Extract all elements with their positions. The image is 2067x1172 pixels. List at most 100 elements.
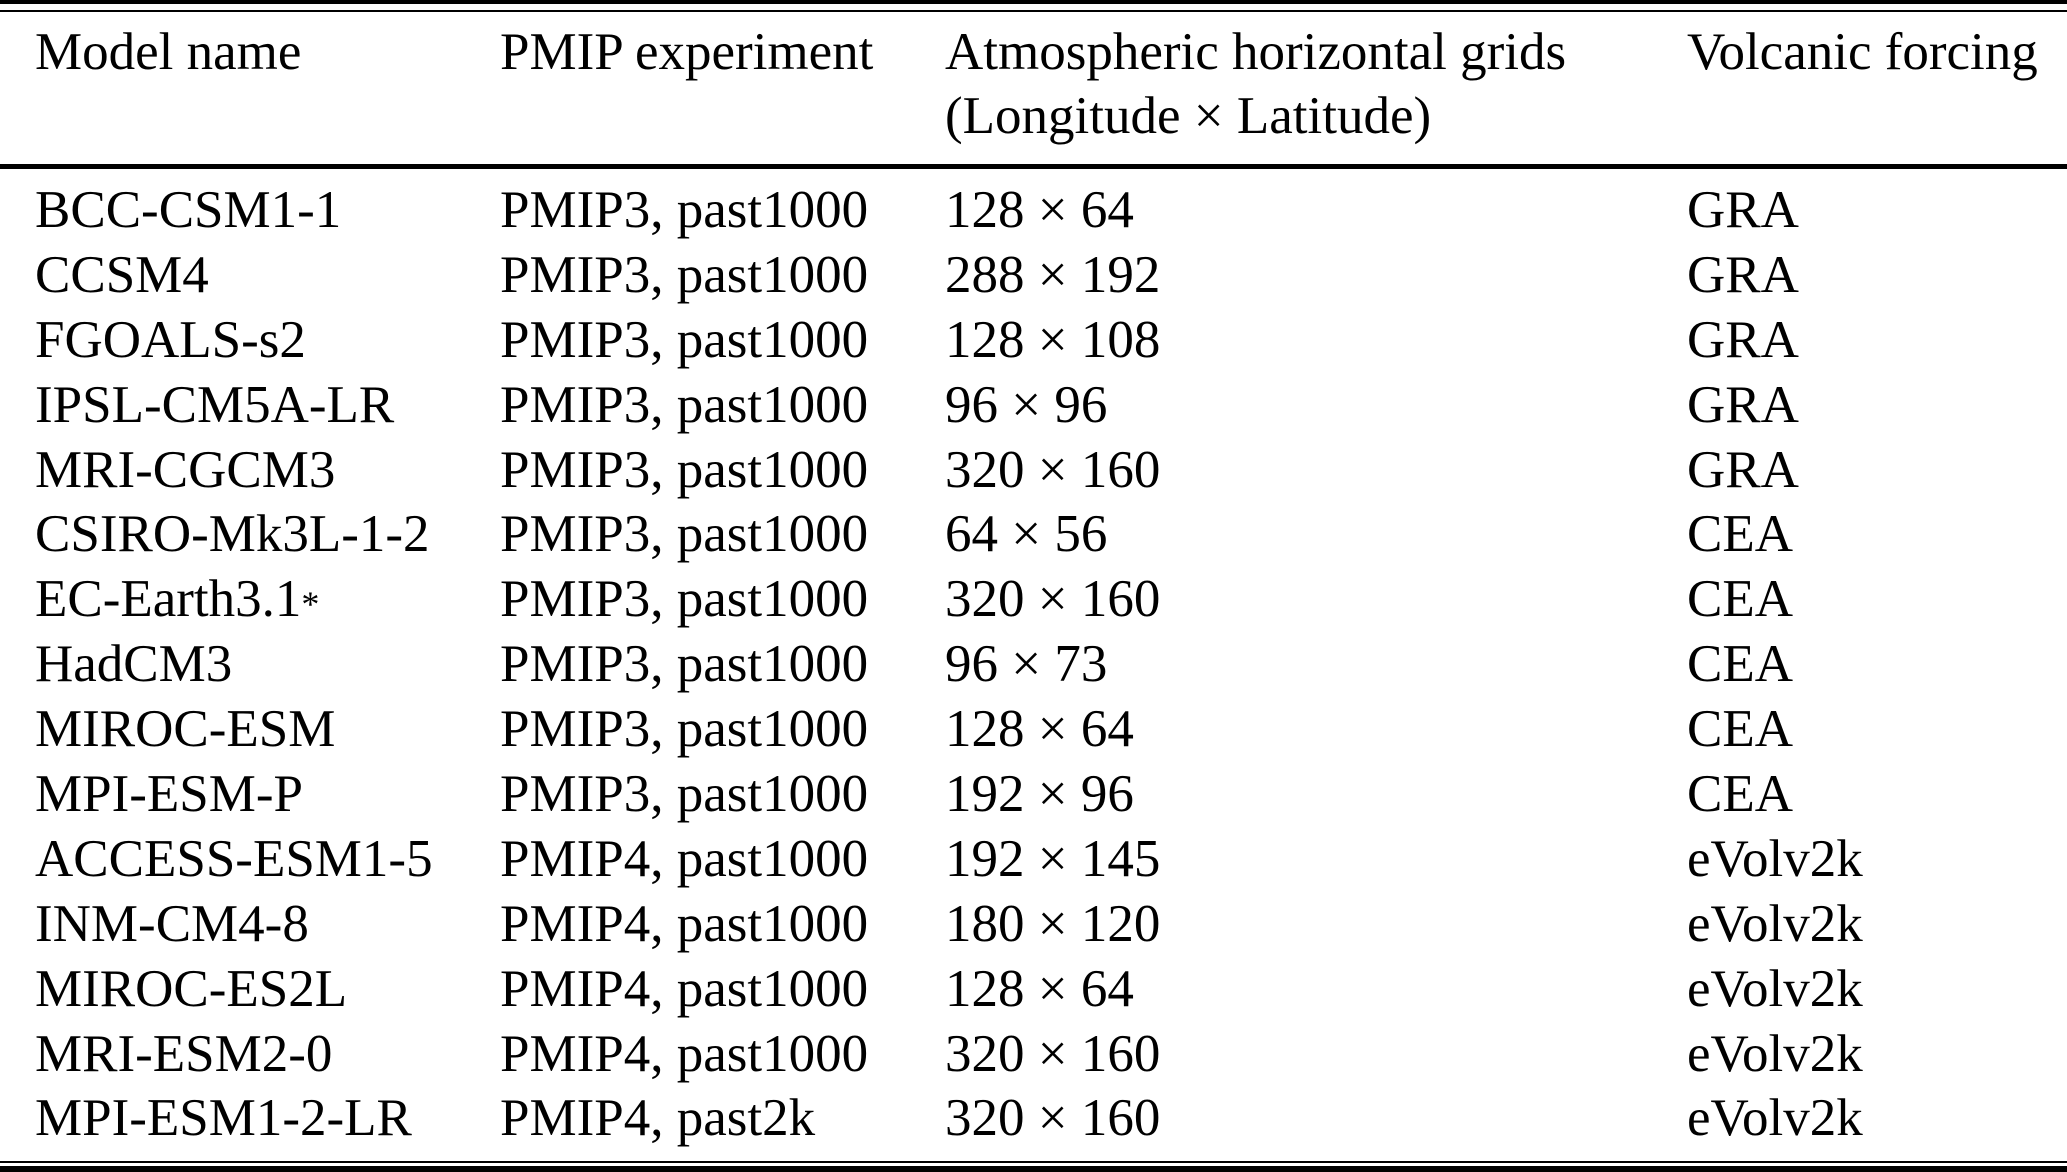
column-header-atmospheric-grids-line2: (Longitude × Latitude) (945, 87, 1432, 145)
pmip-experiment-cell: PMIP3, past1000 (500, 765, 869, 824)
grid-size-cell: 128 × 64 (945, 700, 1134, 759)
grid-size-cell: 64 × 56 (945, 505, 1108, 564)
model-name: MIROC-ESM (35, 700, 336, 759)
volcanic-forcing-cell: CEA (1687, 765, 1793, 824)
volcanic-forcing-cell: CEA (1687, 635, 1793, 694)
table-row: INM-CM4-8 PMIP4, past1000 180 × 120 eVol… (0, 892, 2067, 957)
model-name-footnote-marker: * (301, 584, 320, 625)
grid-size-cell: 128 × 64 (945, 181, 1134, 239)
model-name: CCSM4 (35, 245, 209, 304)
column-header-volcanic-forcing: Volcanic forcing (1687, 23, 2038, 81)
pmip-experiment-cell: PMIP4, past1000 (500, 1024, 869, 1083)
volcanic-forcing-cell: eVolv2k (1687, 829, 1863, 888)
model-name: ACCESS-ESM1-5 (35, 829, 433, 888)
table-row: HadCM3 PMIP3, past1000 96 × 73 CEA (0, 632, 2067, 697)
volcanic-forcing-cell: CEA (1687, 700, 1793, 759)
model-name-cell: FGOALS-s2 (0, 308, 500, 373)
grid-size-cell: 320 × 160 (945, 1089, 1161, 1148)
column-header-atmospheric-grids: Atmospheric horizontal grids (Longitude … (945, 20, 1687, 148)
table-row: IPSL-CM5A-LR PMIP3, past1000 96 × 96 GRA (0, 373, 2067, 438)
model-name: FGOALS-s2 (35, 310, 306, 369)
pmip-experiment-cell: PMIP3, past1000 (500, 440, 869, 499)
column-header-pmip-experiment: PMIP experiment (500, 23, 874, 81)
table-top-rule-thin (0, 10, 2067, 12)
table-row: MPI-ESM-P PMIP3, past1000 192 × 96 CEA (0, 762, 2067, 827)
grid-size-cell: 96 × 96 (945, 375, 1108, 434)
model-name-cell: MIROC-ES2L (0, 957, 500, 1022)
volcanic-forcing-cell: GRA (1687, 245, 1799, 304)
model-name: MPI-ESM-P (35, 765, 304, 824)
table-top-rule-thick (0, 0, 2067, 4)
volcanic-forcing-cell: GRA (1687, 310, 1799, 369)
model-name-cell: MPI-ESM-P (0, 762, 500, 827)
grid-size-cell: 192 × 145 (945, 829, 1161, 888)
model-name: EC-Earth3.1 (35, 570, 302, 629)
volcanic-forcing-cell: GRA (1687, 181, 1799, 239)
pmip-experiment-cell: PMIP4, past2k (500, 1089, 816, 1148)
pmip-experiment-cell: PMIP3, past1000 (500, 181, 869, 239)
table-header-row: Model name PMIP experiment Atmospheric h… (0, 10, 2067, 164)
volcanic-forcing-cell: eVolv2k (1687, 959, 1863, 1018)
grid-size-cell: 288 × 192 (945, 245, 1161, 304)
model-name-cell: MPI-ESM1-2-LR (0, 1086, 500, 1151)
model-name-cell: IPSL-CM5A-LR (0, 373, 500, 438)
model-name: MRI-ESM2-0 (35, 1024, 333, 1083)
pmip-experiment-cell: PMIP4, past1000 (500, 829, 869, 888)
pmip-experiment-cell: PMIP3, past1000 (500, 505, 869, 564)
model-name-cell: CCSM4 (0, 243, 500, 308)
table-row: CSIRO-Mk3L-1-2 PMIP3, past1000 64 × 56 C… (0, 502, 2067, 567)
table-row: BCC-CSM1-1 PMIP3, past1000 128 × 64 GRA (0, 178, 2067, 243)
model-name-cell: CSIRO-Mk3L-1-2 (0, 502, 500, 567)
table-row: MRI-ESM2-0 PMIP4, past1000 320 × 160 eVo… (0, 1022, 2067, 1087)
grid-size-cell: 320 × 160 (945, 570, 1161, 629)
table-bottom-rule-thin (0, 1161, 2067, 1163)
table-row: ACCESS-ESM1-5 PMIP4, past1000 192 × 145 … (0, 827, 2067, 892)
pmip-experiment-cell: PMIP3, past1000 (500, 375, 869, 434)
model-name-cell: MRI-CGCM3 (0, 438, 500, 503)
table-header-separator-rule (0, 164, 2067, 169)
column-header-atmospheric-grids-line1: Atmospheric horizontal grids (945, 23, 1567, 81)
table-row: CCSM4 PMIP3, past1000 288 × 192 GRA (0, 243, 2067, 308)
pmip-experiment-cell: PMIP3, past1000 (500, 310, 869, 369)
table-row: MIROC-ESM PMIP3, past1000 128 × 64 CEA (0, 697, 2067, 762)
pmip-experiment-cell: PMIP4, past1000 (500, 959, 869, 1018)
pmip-experiment-cell: PMIP3, past1000 (500, 635, 869, 694)
model-name: INM-CM4-8 (35, 894, 309, 953)
model-name-cell: ACCESS-ESM1-5 (0, 827, 500, 892)
volcanic-forcing-cell: CEA (1687, 505, 1793, 564)
grid-size-cell: 192 × 96 (945, 765, 1134, 824)
model-name: MPI-ESM1-2-LR (35, 1089, 412, 1148)
table-row: EC-Earth3.1* PMIP3, past1000 320 × 160 C… (0, 567, 2067, 632)
table-row: FGOALS-s2 PMIP3, past1000 128 × 108 GRA (0, 308, 2067, 373)
model-name: IPSL-CM5A-LR (35, 375, 395, 434)
pmip-experiment-cell: PMIP3, past1000 (500, 570, 869, 629)
grid-size-cell: 320 × 160 (945, 1024, 1161, 1083)
model-name-cell: MIROC-ESM (0, 697, 500, 762)
volcanic-forcing-cell: eVolv2k (1687, 1024, 1863, 1083)
volcanic-forcing-cell: eVolv2k (1687, 1089, 1863, 1148)
column-header-model-name: Model name (35, 23, 302, 81)
volcanic-forcing-cell: GRA (1687, 440, 1799, 499)
model-name-cell: HadCM3 (0, 632, 500, 697)
model-name: MRI-CGCM3 (35, 440, 336, 499)
table-row: MRI-CGCM3 PMIP3, past1000 320 × 160 GRA (0, 438, 2067, 503)
volcanic-forcing-cell: CEA (1687, 570, 1793, 629)
model-name: HadCM3 (35, 635, 233, 694)
model-name-cell: EC-Earth3.1* (0, 567, 500, 632)
volcanic-forcing-cell: eVolv2k (1687, 894, 1863, 953)
model-name: BCC-CSM1-1 (35, 181, 342, 239)
pmip-experiment-cell: PMIP3, past1000 (500, 700, 869, 759)
table-body: BCC-CSM1-1 PMIP3, past1000 128 × 64 GRA … (0, 170, 2067, 1161)
table-bottom-rule-thick (0, 1166, 2067, 1172)
pmip-experiment-cell: PMIP3, past1000 (500, 245, 869, 304)
table-row: MPI-ESM1-2-LR PMIP4, past2k 320 × 160 eV… (0, 1086, 2067, 1151)
grid-size-cell: 128 × 64 (945, 959, 1134, 1018)
grid-size-cell: 320 × 160 (945, 440, 1161, 499)
grid-size-cell: 96 × 73 (945, 635, 1108, 694)
grid-size-cell: 180 × 120 (945, 894, 1161, 953)
model-name-cell: MRI-ESM2-0 (0, 1022, 500, 1087)
model-name: MIROC-ES2L (35, 959, 348, 1018)
model-name-cell: INM-CM4-8 (0, 892, 500, 957)
table-row: MIROC-ES2L PMIP4, past1000 128 × 64 eVol… (0, 957, 2067, 1022)
